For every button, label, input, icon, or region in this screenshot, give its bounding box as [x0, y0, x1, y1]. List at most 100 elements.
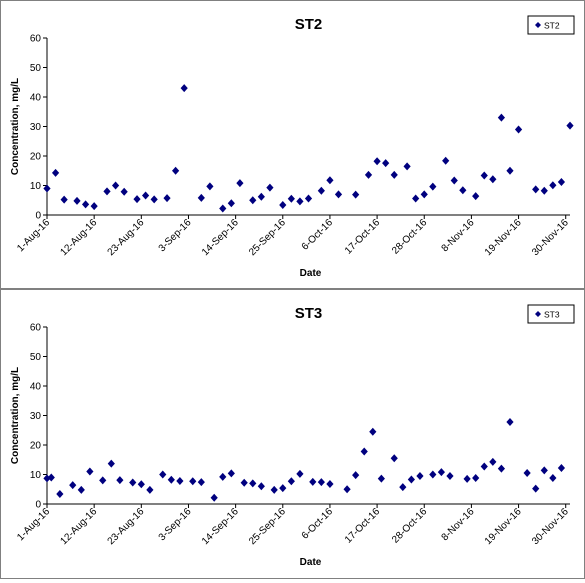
chart1-data-point: [116, 476, 124, 485]
chart1-data-point: [407, 475, 415, 484]
chart0-data-point: [120, 187, 128, 196]
chart0-data-point: [450, 176, 458, 185]
chart0-data-point: [60, 195, 68, 204]
chart0-data-point: [472, 192, 480, 201]
chart1-y-tick-label: 40: [30, 382, 42, 393]
chart1-data-point: [189, 477, 197, 486]
chart0-data-point: [236, 179, 244, 188]
chart1-data-point: [369, 427, 377, 436]
chart0-data-point: [51, 168, 60, 177]
chart1-data-point: [77, 485, 85, 494]
chart1-data-point: [399, 483, 407, 492]
chart1-data-point: [270, 485, 278, 494]
chart1-x-tick-label: 1-Aug-16: [15, 506, 52, 543]
chart1-x-tick-label: 3-Sep-16: [157, 506, 194, 543]
chart0-x-tick-label: 23-Aug-16: [106, 217, 147, 258]
chart1-data-point: [497, 464, 506, 473]
chart1-y-tick-label: 50: [30, 352, 42, 363]
chart1-y-tick-label: 10: [30, 470, 42, 481]
chart1-data-point: [437, 468, 445, 477]
chart0-y-tick-label: 0: [35, 211, 41, 222]
chart-st2: ST2 Concentration, mg/L Date 0 10 20 30 40 50 60 1…: [10, 15, 575, 279]
chart0-title: ST2: [295, 16, 323, 33]
chart0-y-tick-label: 20: [30, 152, 42, 163]
chart0-data-point: [90, 202, 98, 211]
chart0-data-point: [557, 177, 566, 186]
chart0-data-point: [514, 125, 523, 134]
chart1-x-tick-label: 19-Nov-16: [483, 506, 524, 547]
chart1-data-point: [69, 481, 77, 490]
chart0-x-tick-label: 28-Oct-16: [390, 217, 430, 257]
chart0-data-point: [549, 181, 557, 190]
chart0-data-point: [266, 183, 274, 192]
chart0-data-point: [373, 157, 381, 166]
chart0-data-point: [279, 200, 287, 209]
chart0-x-tick-label: 25-Sep-16: [247, 217, 288, 258]
chart0-data-point: [403, 162, 411, 171]
chart0-data-point: [163, 194, 171, 203]
chart0-legend-marker: [535, 22, 541, 28]
chart0-x-tick-label: 1-Aug-16: [15, 217, 52, 254]
chart1-data-point: [56, 489, 64, 498]
chart0-x-tick-label: 14-Sep-16: [200, 217, 241, 258]
chart1-data-point: [296, 469, 304, 478]
chart0-y-axis-label: Concentration, mg/L: [10, 78, 21, 175]
chart0-data-point: [532, 185, 540, 194]
chart1-data-point: [489, 457, 497, 466]
chart0-data-point: [150, 195, 158, 204]
chart0-data-point: [506, 166, 514, 175]
chart-panel-st3: ST3 Concentration, mg/L Date 0 10 20 30 40 50 60 1…: [0, 289, 585, 579]
chart0-data-point: [287, 194, 295, 203]
chart0-y-tick-label: 30: [30, 122, 42, 133]
chart-st3: ST3 Concentration, mg/L Date 0 10 20 30 40 50 60 1…: [10, 304, 575, 568]
chart1-x-tick-label: 14-Sep-16: [200, 506, 241, 547]
chart0-data-point: [111, 181, 120, 190]
chart0-data-point: [43, 184, 51, 193]
chart0-y-tick-label: 60: [30, 34, 42, 45]
chart0-data-point: [566, 121, 574, 130]
chart1-x-tick-label: 28-Oct-16: [390, 506, 430, 546]
chart0-data-point: [249, 196, 257, 205]
chart1-data-point: [360, 447, 368, 456]
chart0-y-tick-label: 10: [30, 181, 42, 192]
chart1-title: ST3: [295, 305, 323, 322]
chart1-data-point: [249, 479, 257, 488]
chart1-data-point: [416, 471, 424, 480]
chart0-x-tick-label: 17-Oct-16: [343, 217, 383, 257]
chart1-x-tick-label: 17-Oct-16: [343, 506, 383, 546]
chart0-data-point: [180, 84, 188, 93]
chart0-data-point: [326, 176, 334, 185]
chart0-legend-label: ST2: [544, 21, 560, 31]
chart1-legend-box: [527, 304, 575, 324]
chart0-legend: ST2: [527, 15, 575, 35]
chart0-data-point: [364, 170, 373, 179]
chart0-x-tick-label: 3-Sep-16: [157, 217, 194, 254]
chart0-x-axis-label: Date: [300, 268, 322, 279]
chart1-x-tick-label: 23-Aug-16: [106, 506, 147, 547]
chart1-data-point: [352, 471, 360, 480]
chart0-data-point: [497, 113, 506, 122]
chart0-data-point: [390, 170, 398, 179]
chart1-x-axis-label: Date: [300, 557, 322, 568]
chart0-x-tick-label: 6-Oct-16: [300, 217, 336, 253]
chart0-data-point: [219, 204, 227, 213]
chart1-data-point: [167, 475, 175, 484]
chart-panel-st2: ST2 Concentration, mg/L Date 0 10 20 30 40 50 60 1…: [0, 0, 585, 289]
chart1-y-tick-label: 20: [30, 441, 42, 452]
chart1-data-point: [480, 462, 488, 471]
chart1-y-tick-label: 30: [30, 411, 42, 422]
chart1-legend-label: ST3: [544, 310, 560, 320]
chart1-data-point: [107, 459, 115, 468]
chart0-data-point: [81, 200, 90, 209]
chart0-data-point: [334, 190, 343, 199]
chart1-data-point: [227, 469, 235, 478]
chart0-data-point: [480, 171, 488, 180]
chart1-data-point: [429, 470, 437, 479]
chart1-data-point: [506, 417, 514, 426]
chart0-data-point: [172, 166, 180, 175]
chart0-data-point: [133, 195, 141, 204]
chart1-x-tick-label: 30-Nov-16: [530, 506, 571, 547]
chart0-data-point: [296, 197, 304, 206]
chart1-data-point: [472, 474, 480, 483]
chart1-data-point: [540, 466, 548, 475]
